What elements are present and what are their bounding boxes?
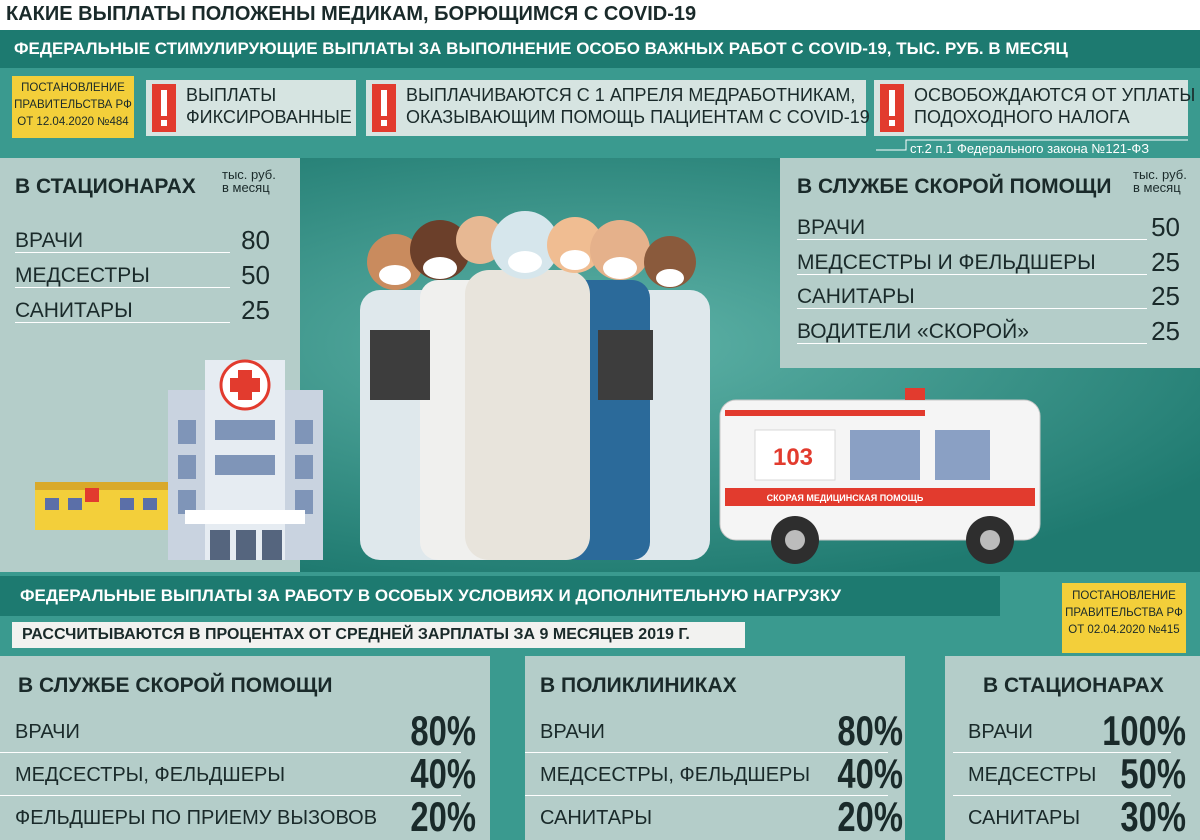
row-rule: [0, 795, 461, 796]
amount: 80: [241, 225, 270, 255]
decree-line: ОТ 02.04.2020 №415: [1068, 624, 1180, 636]
unit: тыс. руб.: [1133, 167, 1187, 182]
row-rule: [525, 752, 888, 753]
ambulance-label: СКОРАЯ МЕДИЦИНСКАЯ ПОМОЩЬ: [767, 493, 924, 503]
decree-line: ПРАВИТЕЛЬСТВА РФ: [1065, 607, 1183, 619]
role: МЕДСЕСТРЫ, ФЕЛЬДШЕРЫ: [540, 764, 811, 786]
share: 40%: [837, 750, 903, 797]
role: ВРАЧИ: [968, 721, 1033, 743]
subtitle: РАССЧИТЫВАЮТСЯ В ПРОЦЕНТАХ ОТ СРЕДНЕЙ ЗА…: [22, 626, 690, 643]
role: САНИТАРЫ: [968, 807, 1081, 829]
row-rule: [953, 795, 1171, 796]
unit: тыс. руб.: [222, 167, 276, 182]
role: МЕДСЕСТРЫ: [15, 264, 150, 287]
amount: 25: [1151, 246, 1180, 277]
ambulance-number: 103: [773, 444, 813, 471]
role: ВРАЧИ: [15, 721, 80, 743]
share: 30%: [1120, 793, 1186, 840]
decree-box: [12, 76, 134, 138]
note-line: ПОДОХОДНОГО НАЛОГА: [914, 107, 1130, 127]
unit: в месяц: [222, 180, 270, 195]
footnote: ст.2 п.1 Федерального закона №121-ФЗ: [910, 141, 1150, 156]
row-rule: [15, 322, 230, 323]
row-rule: [15, 252, 230, 253]
page-title: КАКИЕ ВЫПЛАТЫ ПОЛОЖЕНЫ МЕДИКАМ, БОРЮЩИМС…: [6, 3, 697, 25]
column-panel: [525, 656, 905, 840]
role: ФЕЛЬДШЕРЫ ПО ПРИЕМУ ВЫЗОВОВ: [15, 807, 378, 829]
note-box: [874, 80, 1188, 136]
note-line: ОКАЗЫВАЮЩИМ ПОМОЩЬ ПАЦИЕНТАМ С COVID-19: [406, 107, 870, 127]
share: 20%: [837, 793, 903, 840]
block-title: В СЛУЖБЕ СКОРОЙ ПОМОЩИ: [797, 175, 1112, 198]
row-rule: [797, 308, 1147, 309]
column-panel: [945, 656, 1200, 840]
bottom-banner: [0, 576, 1000, 616]
amount: 25: [1151, 281, 1180, 311]
unit: в месяц: [1133, 180, 1181, 195]
row-rule: [797, 239, 1147, 240]
role: МЕДСЕСТРЫ, ФЕЛЬДШЕРЫ: [15, 764, 286, 786]
row-rule: [797, 342, 1147, 344]
ambulance: [719, 388, 1041, 564]
amount: 25: [241, 295, 270, 325]
role: ВРАЧИ: [15, 229, 84, 252]
share: 100%: [1102, 707, 1186, 754]
note-box: [146, 80, 356, 136]
share: 80%: [837, 707, 903, 754]
amount: 50: [241, 260, 270, 290]
column-title: В СТАЦИОНАРАХ: [983, 674, 1164, 697]
amount: 25: [1151, 315, 1180, 346]
footnote-line: [876, 139, 1188, 151]
share: 80%: [410, 707, 476, 754]
role: МЕДСЕСТРЫ: [968, 764, 1097, 786]
note-line: ВЫПЛАЧИВАЮТСЯ С 1 АПРЕЛЯ МЕДРАБОТНИКАМ,: [406, 85, 856, 105]
decree-line: ПОСТАНОВЛЕНИЕ: [21, 82, 125, 94]
right-panel: [780, 158, 1200, 368]
column-title: В ПОЛИКЛИНИКАХ: [540, 674, 737, 697]
note-box: [366, 80, 866, 136]
note-line: ВЫПЛАТЫ: [186, 85, 277, 105]
small-building: [35, 482, 170, 530]
role: ВРАЧИ: [797, 216, 866, 239]
row-rule: [0, 752, 461, 753]
decree-line: ОТ 12.04.2020 №484: [17, 116, 129, 128]
section-title: ФЕДЕРАЛЬНЫЕ ВЫПЛАТЫ ЗА РАБОТУ В ОСОБЫХ У…: [20, 586, 842, 605]
medics: [360, 211, 710, 560]
column-panel: [0, 656, 490, 840]
row-rule: [797, 273, 1147, 275]
role: ВРАЧИ: [540, 721, 605, 743]
row-rule: [953, 752, 1171, 753]
role: МЕДСЕСТРЫ И ФЕЛЬДШЕРЫ: [797, 250, 1096, 274]
role: САНИТАРЫ: [797, 285, 915, 308]
role: ВОДИТЕЛИ «СКОРОЙ»: [797, 319, 1029, 343]
decree-line: ПРАВИТЕЛЬСТВА РФ: [14, 99, 132, 111]
share: 20%: [410, 793, 476, 840]
note-line: ОСВОБОЖДАЮТСЯ ОТ УПЛАТЫ: [914, 85, 1196, 105]
share: 50%: [1120, 750, 1186, 797]
row-rule: [15, 287, 230, 288]
section-title: ФЕДЕРАЛЬНЫЕ СТИМУЛИРУЮЩИЕ ВЫПЛАТЫ ЗА ВЫП…: [14, 39, 1068, 58]
amount: 50: [1151, 212, 1180, 242]
subtitle-strip: [12, 622, 745, 648]
warning-marks: [161, 90, 895, 126]
row-rule: [525, 795, 888, 796]
role: САНИТАРЫ: [540, 807, 653, 829]
role: САНИТАРЫ: [15, 299, 133, 322]
share: 40%: [410, 750, 476, 797]
decree-box: [1062, 583, 1186, 653]
hospital: [168, 359, 323, 560]
note-line: ФИКСИРОВАННЫЕ: [186, 107, 352, 127]
column-title: В СЛУЖБЕ СКОРОЙ ПОМОЩИ: [18, 674, 333, 697]
decree-line: ПОСТАНОВЛЕНИЕ: [1072, 590, 1176, 602]
banner: [0, 30, 1200, 68]
block-title: В СТАЦИОНАРАХ: [15, 175, 196, 198]
